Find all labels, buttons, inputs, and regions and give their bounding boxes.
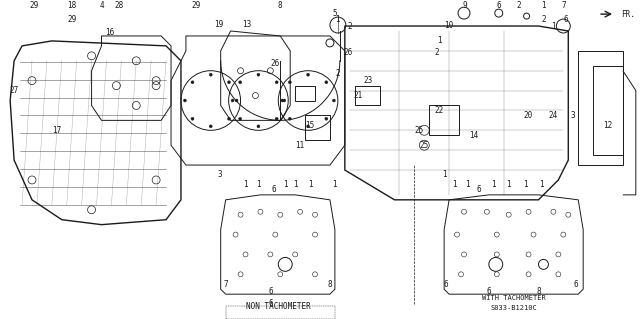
Text: 21: 21 [353, 91, 362, 100]
Text: 6: 6 [268, 287, 273, 296]
Text: 1: 1 [243, 181, 248, 189]
Circle shape [289, 117, 291, 120]
Text: 8: 8 [278, 1, 283, 10]
Circle shape [307, 125, 310, 128]
Text: 4: 4 [99, 1, 104, 10]
Circle shape [283, 99, 285, 102]
Text: 26: 26 [343, 48, 353, 57]
Text: 27: 27 [10, 86, 19, 95]
Text: 20: 20 [524, 111, 533, 120]
Circle shape [281, 99, 284, 102]
Text: 1: 1 [256, 181, 260, 189]
Text: 28: 28 [115, 1, 124, 10]
Circle shape [239, 81, 242, 84]
Text: 1: 1 [293, 181, 298, 189]
Circle shape [257, 73, 260, 76]
Circle shape [209, 125, 212, 128]
Circle shape [228, 81, 230, 84]
Text: 26: 26 [271, 59, 280, 68]
Text: 1: 1 [333, 181, 337, 189]
Text: 6: 6 [497, 1, 501, 10]
Circle shape [307, 73, 310, 76]
Text: 6: 6 [477, 185, 481, 194]
Text: 22: 22 [435, 106, 444, 115]
Text: 1: 1 [437, 36, 442, 45]
Circle shape [191, 81, 194, 84]
Text: 10: 10 [445, 20, 454, 30]
Text: 1: 1 [492, 181, 496, 189]
Text: S033-B1210C: S033-B1210C [490, 305, 537, 311]
Text: NON TACHOMETER: NON TACHOMETER [246, 302, 310, 311]
Text: 7: 7 [223, 280, 228, 289]
Circle shape [239, 117, 242, 120]
Text: 13: 13 [242, 19, 251, 28]
Text: 1: 1 [541, 1, 546, 10]
Text: 1: 1 [283, 181, 287, 189]
Text: 2: 2 [541, 15, 546, 24]
Text: 29: 29 [191, 1, 200, 10]
Text: 3: 3 [218, 170, 222, 180]
Text: 19: 19 [214, 19, 223, 28]
Text: 1: 1 [452, 181, 456, 189]
Text: 12: 12 [604, 121, 612, 130]
Text: 6: 6 [486, 287, 491, 296]
Text: 18: 18 [67, 1, 76, 10]
Text: 15: 15 [305, 121, 315, 130]
Circle shape [325, 81, 328, 84]
Circle shape [191, 117, 194, 120]
Circle shape [325, 117, 328, 120]
Text: 1: 1 [308, 181, 312, 189]
Text: 29: 29 [29, 1, 38, 10]
Text: 6: 6 [271, 185, 276, 194]
Text: 25: 25 [420, 141, 429, 150]
Text: 14: 14 [469, 131, 479, 140]
Text: 2: 2 [516, 1, 521, 10]
Circle shape [332, 99, 335, 102]
Text: 1: 1 [442, 170, 447, 180]
Text: WITH TACHOMETER: WITH TACHOMETER [482, 295, 545, 301]
Text: 3: 3 [571, 111, 575, 120]
Circle shape [209, 73, 212, 76]
Text: 29: 29 [67, 15, 76, 24]
Text: 2: 2 [335, 69, 340, 78]
Text: 8: 8 [328, 280, 332, 289]
Text: 24: 24 [548, 111, 558, 120]
Text: 6: 6 [574, 280, 579, 289]
Text: 23: 23 [363, 76, 372, 85]
Circle shape [231, 99, 234, 102]
Text: 6: 6 [268, 299, 273, 308]
Text: 9: 9 [463, 1, 467, 10]
Text: FR.: FR. [621, 10, 635, 19]
Text: 16: 16 [105, 28, 114, 37]
Text: 7: 7 [561, 1, 566, 10]
Text: 6: 6 [444, 280, 449, 289]
Text: 1: 1 [506, 181, 511, 189]
Text: 6: 6 [564, 15, 568, 24]
Circle shape [275, 81, 278, 84]
Text: 2: 2 [435, 48, 440, 57]
Text: 8: 8 [536, 287, 541, 296]
Circle shape [275, 117, 278, 120]
Text: 25: 25 [415, 126, 424, 135]
Text: 1: 1 [551, 21, 556, 31]
Text: 11: 11 [296, 141, 305, 150]
Text: 17: 17 [52, 126, 61, 135]
Text: 1: 1 [539, 181, 544, 189]
Circle shape [235, 99, 238, 102]
Circle shape [289, 81, 291, 84]
Text: 1: 1 [335, 15, 340, 24]
Text: 1: 1 [524, 181, 528, 189]
Circle shape [257, 125, 260, 128]
Circle shape [228, 117, 230, 120]
Circle shape [184, 99, 186, 102]
Text: 2: 2 [348, 21, 352, 31]
Text: 5: 5 [333, 9, 337, 18]
Text: 1: 1 [465, 181, 469, 189]
